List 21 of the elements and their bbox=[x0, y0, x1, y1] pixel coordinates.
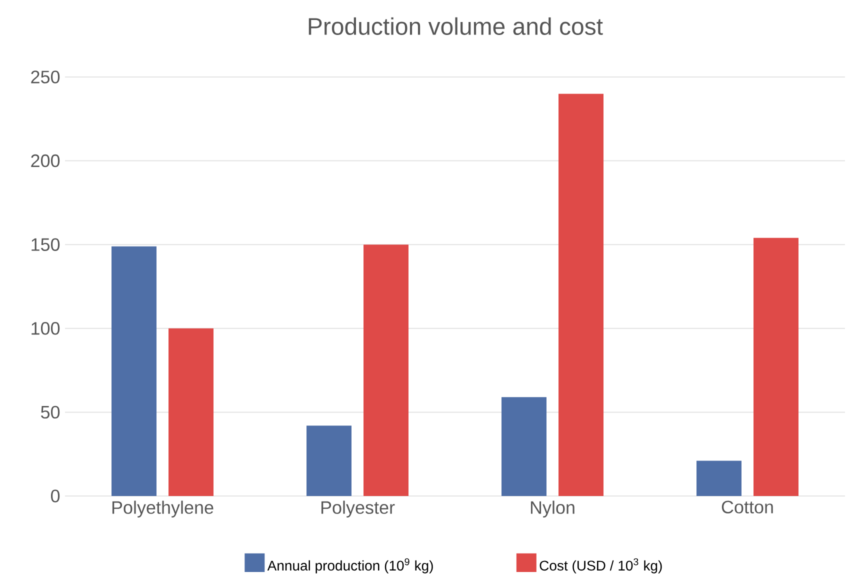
bar bbox=[696, 460, 742, 496]
bar bbox=[168, 328, 214, 496]
legend-label: Annual production (10$^{9}$ kg) bbox=[267, 558, 433, 574]
x-tick-label: Polyethylene bbox=[112, 500, 214, 518]
y-tick-label: 0 bbox=[51, 490, 60, 502]
bar bbox=[112, 246, 157, 496]
legend-label: Cost (USD / 10$^{3}$ kg) bbox=[540, 558, 662, 574]
bar bbox=[754, 238, 798, 496]
y-tick-label: 150 bbox=[32, 238, 60, 251]
bar bbox=[558, 94, 604, 496]
x-tick-label: Nylon bbox=[530, 500, 574, 518]
y-tick-label: 250 bbox=[31, 70, 60, 84]
y-tick-label: 200 bbox=[31, 154, 60, 168]
x-tick-label: Cotton bbox=[722, 500, 773, 514]
bar bbox=[364, 244, 409, 496]
bar bbox=[306, 426, 352, 496]
x-tick-label: Polyester bbox=[321, 500, 395, 518]
chart-title: Production volume and cost bbox=[308, 17, 603, 35]
y-tick-label: 50 bbox=[40, 406, 60, 419]
bar bbox=[502, 397, 547, 496]
y-tick-label: 100 bbox=[32, 322, 60, 335]
